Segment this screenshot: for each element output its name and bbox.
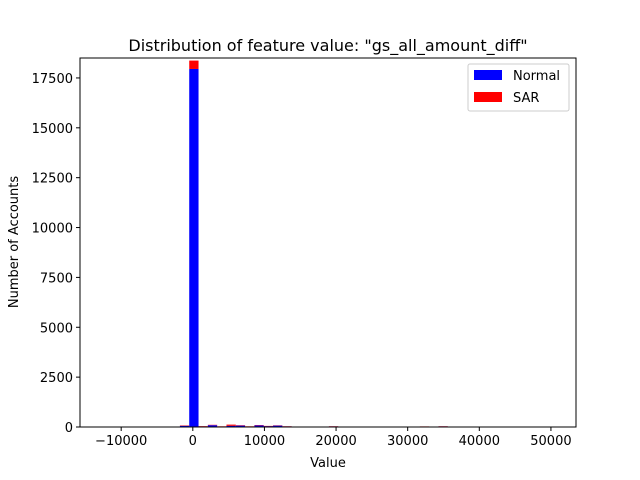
bar-normal-9 [254, 425, 264, 427]
x-tick-label: 10000 [244, 434, 285, 449]
plot-frame [79, 57, 577, 428]
y-tick-label: 12500 [32, 172, 73, 187]
x-tick-label: 50000 [530, 434, 571, 449]
bar-sar-2 [189, 60, 199, 69]
legend-swatch-normal [474, 70, 502, 80]
y-tick-label: 17500 [32, 72, 73, 87]
x-tick-label: 40000 [459, 434, 500, 449]
bar-normal-11 [273, 425, 283, 427]
chart-title: Distribution of feature value: "gs_all_a… [128, 36, 527, 56]
y-tick-label: 2500 [40, 371, 73, 386]
y-tick-label: 7500 [40, 271, 73, 286]
y-tick-label: 5000 [40, 321, 73, 336]
bar-normal-4 [207, 425, 218, 427]
bar-normal-2 [189, 68, 199, 427]
y-tick-label: 0 [65, 421, 73, 436]
legend-swatch-sar [474, 92, 502, 102]
y-tick-label: 15000 [32, 122, 73, 137]
bar-normal-7 [235, 425, 246, 427]
x-tick-label: −10000 [95, 434, 147, 449]
x-axis-label: Value [310, 456, 346, 471]
y-axis-label: Number of Accounts [7, 176, 22, 309]
x-tick-label: 30000 [387, 434, 428, 449]
y-axis-ticks: 0 2500 5000 7500 10000 12500 15000 17500 [32, 72, 80, 436]
x-axis-ticks: −10000 0 10000 20000 30000 40000 50000 [95, 427, 572, 449]
legend: Normal SAR [467, 63, 570, 112]
bar-normal-1 [179, 425, 190, 427]
bar-normal-6 [226, 425, 236, 427]
legend-label-normal: Normal [513, 69, 560, 84]
y-tick-label: 10000 [32, 222, 73, 237]
bar-sar-6 [226, 424, 236, 426]
x-tick-label: 20000 [315, 434, 356, 449]
x-tick-label: 0 [189, 434, 197, 449]
legend-label-sar: SAR [513, 91, 539, 106]
